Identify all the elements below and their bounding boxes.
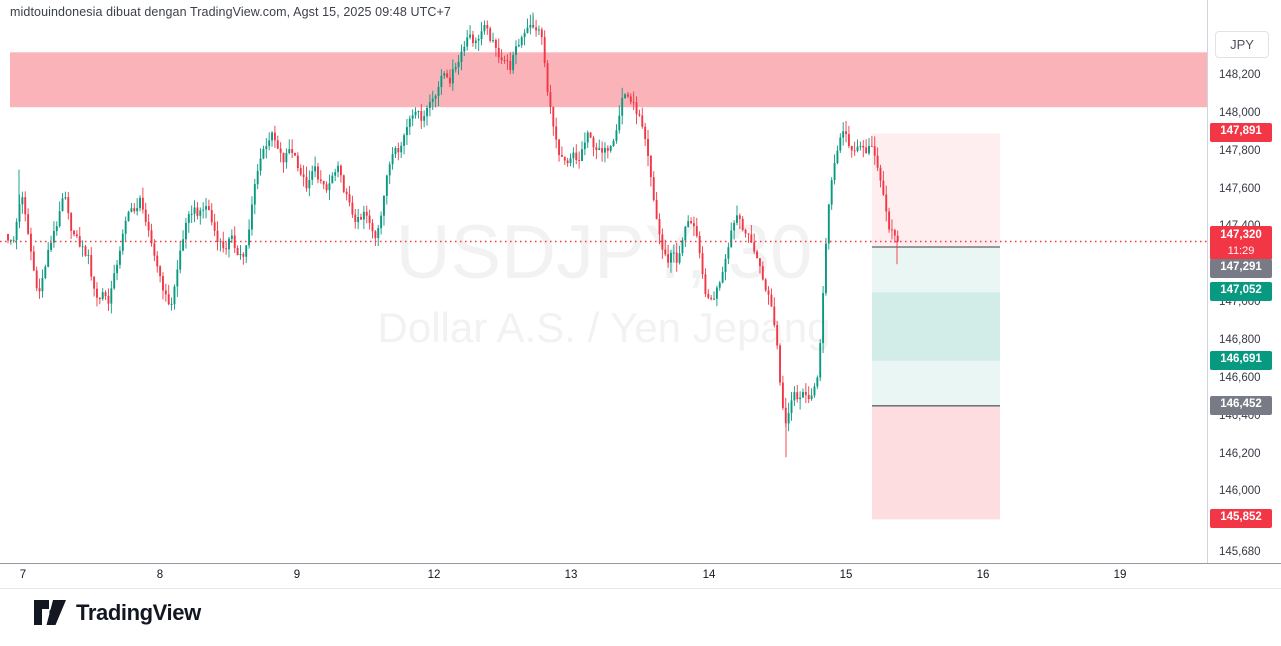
price-tick-label: 148,200: [1219, 69, 1261, 81]
time-tick-label: 15: [839, 569, 853, 581]
svg-text:Dollar A.S. / Yen Jepang: Dollar A.S. / Yen Jepang: [378, 304, 831, 351]
bar-countdown: 11:29: [1227, 245, 1255, 257]
tradingview-logo[interactable]: TradingView: [33, 599, 201, 626]
price-tick-label: 146,600: [1219, 372, 1261, 384]
price-badge-value: 147,891: [1220, 125, 1262, 137]
price-badge: 146,691: [1210, 351, 1272, 370]
time-axis[interactable]: 7 8 9 12 13 14 15 16 19: [0, 563, 1281, 589]
price-badge: 147,291: [1210, 259, 1272, 278]
price-badge-value: 146,691: [1220, 353, 1262, 365]
candles: [7, 12, 899, 458]
price-tick-label: 147,600: [1219, 183, 1261, 195]
footer: TradingView: [0, 590, 1281, 646]
price-badge-value: 147,052: [1220, 284, 1262, 296]
price-badge-value: 147,291: [1220, 261, 1262, 273]
candlestick-chart: USDJPY, 30 Dollar A.S. / Yen Jepang: [0, 12, 1207, 520]
price-tick-label: 145,680: [1219, 546, 1261, 558]
price-badge: 146,452: [1210, 396, 1272, 415]
price-tick-label: 147,800: [1219, 145, 1261, 157]
time-tick-label: 13: [564, 569, 578, 581]
price-badge-value: 146,452: [1220, 398, 1262, 410]
price-badge: 145,852: [1210, 509, 1272, 528]
price-badge-value: 145,852: [1220, 511, 1262, 523]
tradingview-logo-icon: [34, 600, 66, 625]
price-badge: 147,320 11:29: [1210, 226, 1272, 260]
price-tick-label: 146,200: [1219, 448, 1261, 460]
attribution-text: midtouindonesia dibuat dengan TradingVie…: [10, 5, 451, 19]
price-badge-value: 147,320: [1220, 229, 1262, 241]
price-tick-label: 146,000: [1219, 485, 1261, 497]
time-tick-label: 8: [156, 569, 164, 581]
price-tick-label: 148,000: [1219, 107, 1261, 119]
chart-pane[interactable]: USDJPY, 30 Dollar A.S. / Yen Jepang: [0, 0, 1207, 563]
time-tick-label: 7: [19, 569, 27, 581]
time-tick-label: 19: [1113, 569, 1127, 581]
currency-toggle-button[interactable]: JPY: [1215, 31, 1269, 58]
resistance-zone[interactable]: [10, 52, 1207, 108]
price-badge: 147,052: [1210, 282, 1272, 301]
time-tick-label: 16: [976, 569, 990, 581]
time-tick-label: 14: [702, 569, 716, 581]
price-tick-label: 146,800: [1219, 334, 1261, 346]
price-axis[interactable]: JPY 148,200148,000147,800147,600147,4001…: [1207, 0, 1281, 563]
time-tick-label: 9: [293, 569, 301, 581]
price-badge: 147,891: [1210, 123, 1272, 142]
svg-text:USDJPY, 30: USDJPY, 30: [396, 210, 813, 295]
tradingview-logo-text: TradingView: [76, 599, 201, 625]
position-tool[interactable]: [872, 133, 1000, 520]
time-tick-label: 12: [427, 569, 441, 581]
